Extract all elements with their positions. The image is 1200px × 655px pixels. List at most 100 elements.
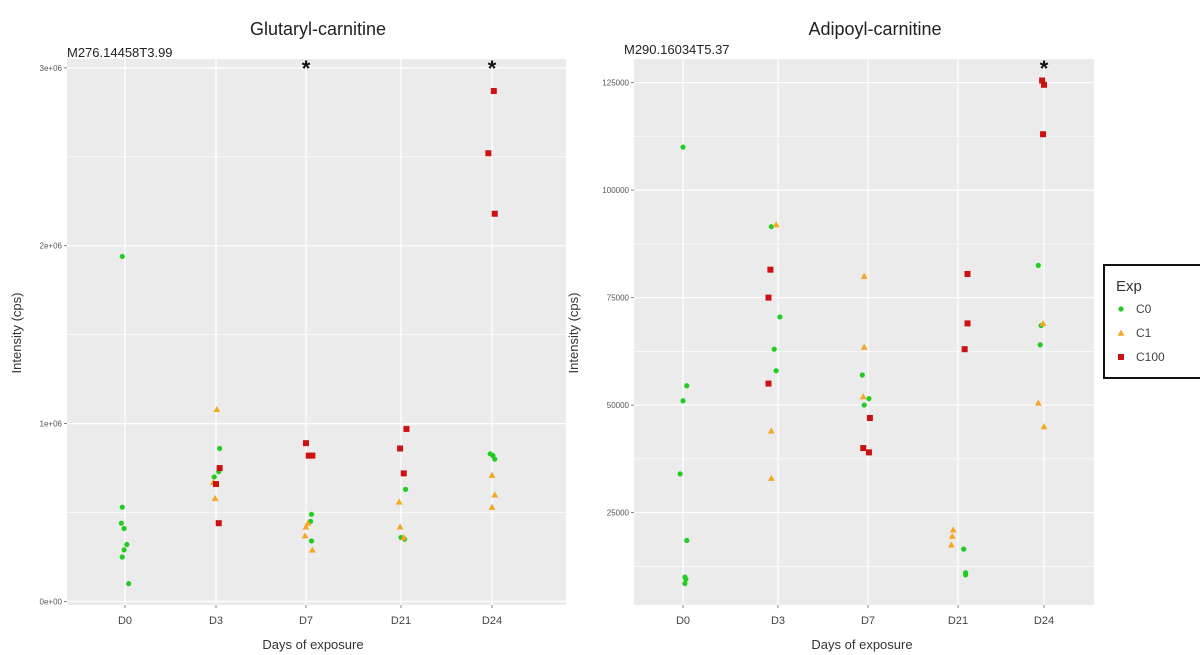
y-tick-label: 50000: [607, 401, 630, 410]
y-tick-label: 1e+06: [40, 420, 63, 429]
data-points: [118, 88, 499, 587]
data-point-c0: [777, 314, 783, 320]
data-point-c100: [309, 452, 316, 459]
y-axis-ticks: 0e+00 1e+06 2e+06 3e+06: [40, 64, 67, 606]
data-point-c0: [119, 554, 125, 560]
x-tick-label: D7: [299, 615, 313, 627]
data-point-c1: [947, 541, 955, 548]
data-point-c0: [308, 538, 315, 544]
data-point-c1: [1039, 320, 1047, 327]
y-tick-label: 100000: [602, 186, 629, 195]
data-point-c1: [1034, 399, 1042, 406]
data-point-c1: [213, 405, 221, 413]
data-point-c0: [866, 396, 872, 402]
data-point-c100: [305, 452, 312, 459]
data-point-c0: [861, 402, 867, 408]
data-point-c100: [1039, 77, 1046, 84]
significance-markers: *: [1040, 56, 1049, 81]
y-axis-ticks: 25000 50000 75000 100000 125000: [602, 79, 634, 518]
x-tick-label: D21: [391, 615, 411, 627]
chart-title: Adipoyl-carnitine: [808, 19, 941, 39]
data-point-c0: [308, 511, 315, 517]
data-point-c0: [126, 581, 132, 587]
data-point-c100: [866, 414, 873, 421]
data-point-c1: [211, 494, 219, 502]
data-point-c0: [211, 474, 217, 480]
legend: Exp C0 C1 C100: [1103, 264, 1200, 379]
x-tick-label: D7: [861, 615, 875, 627]
data-point-c0: [963, 572, 969, 578]
x-tick-label: D21: [948, 615, 968, 627]
data-point-c0: [771, 346, 777, 352]
data-point-c1: [308, 546, 316, 553]
y-tick-label: 75000: [607, 294, 630, 303]
x-axis-label: Days of exposure: [811, 637, 912, 652]
chart-adipoyl-carnitine: Adipoyl-carnitine M290.16034T5.37 25000 5…: [566, 19, 1094, 652]
y-tick-label: 0e+00: [40, 597, 63, 606]
grid-lines: [634, 59, 1094, 605]
data-point-c1: [860, 343, 868, 350]
data-point-c1: [395, 498, 403, 505]
data-point-c0: [773, 368, 779, 374]
data-point-c100: [400, 470, 407, 477]
y-tick-label: 2e+06: [40, 242, 63, 251]
data-point-c0: [121, 525, 127, 532]
data-point-c0: [859, 372, 865, 378]
plot-panel: [634, 59, 1094, 605]
data-point-c100: [865, 449, 872, 456]
data-point-c0: [118, 520, 124, 526]
data-point-c100: [485, 150, 492, 157]
y-tick-label: 3e+06: [40, 64, 63, 73]
x-tick-label: D24: [1034, 615, 1054, 627]
data-point-c0: [683, 576, 689, 582]
legend-label-c1: C1: [1136, 326, 1152, 340]
data-point-c1: [767, 427, 775, 434]
y-tick-label: 125000: [602, 79, 629, 88]
data-point-c100: [765, 294, 772, 301]
data-point-c100: [491, 210, 498, 217]
x-tick-label: D24: [482, 615, 502, 627]
x-axis-ticks: D0 D3 D7 D21 D24: [676, 605, 1054, 627]
significance-star: *: [488, 56, 497, 81]
data-point-c1: [860, 272, 868, 279]
data-point-c1: [772, 221, 780, 228]
x-tick-label: D3: [209, 615, 223, 627]
data-point-c100: [1040, 131, 1047, 138]
x-axis-label: Days of exposure: [262, 637, 363, 652]
grid-lines: [67, 59, 566, 605]
data-point-c1: [948, 532, 956, 539]
legend-title: Exp: [1116, 278, 1142, 295]
significance-markers: * *: [302, 56, 497, 81]
data-point-c0: [680, 144, 686, 150]
data-point-c100: [765, 380, 772, 387]
chart-glutaryl-carnitine: Glutaryl-carnitine M276.14458T3.99 0e+00…: [9, 19, 566, 652]
x-tick-label: D0: [118, 615, 132, 627]
data-point-c100: [403, 425, 410, 432]
data-point-c100: [490, 88, 497, 95]
data-point-c1: [491, 491, 499, 498]
data-point-c1: [767, 474, 775, 481]
data-points: [677, 77, 1048, 587]
y-tick-label: 25000: [607, 509, 630, 518]
data-point-c0: [677, 471, 683, 477]
data-point-c100: [213, 481, 219, 488]
chart-subtitle: M290.16034T5.37: [624, 42, 730, 57]
data-point-c0: [121, 547, 127, 553]
y-axis-label: Intensity (cps): [566, 293, 581, 374]
data-point-c1: [1040, 423, 1048, 430]
data-point-c0: [1037, 342, 1043, 348]
data-point-c1: [301, 532, 309, 539]
data-point-c1: [488, 471, 496, 478]
legend-key-c100: [1118, 354, 1124, 360]
data-point-c1: [400, 534, 408, 541]
data-point-c0: [684, 383, 690, 389]
legend-key-c0: [1118, 306, 1124, 312]
data-point-c0: [680, 398, 686, 404]
x-tick-label: D0: [676, 615, 690, 627]
data-point-c100: [964, 320, 971, 327]
y-axis-label: Intensity (cps): [9, 293, 24, 374]
chart-title: Glutaryl-carnitine: [250, 19, 386, 39]
data-point-c100: [216, 465, 223, 472]
data-point-c0: [119, 253, 125, 260]
